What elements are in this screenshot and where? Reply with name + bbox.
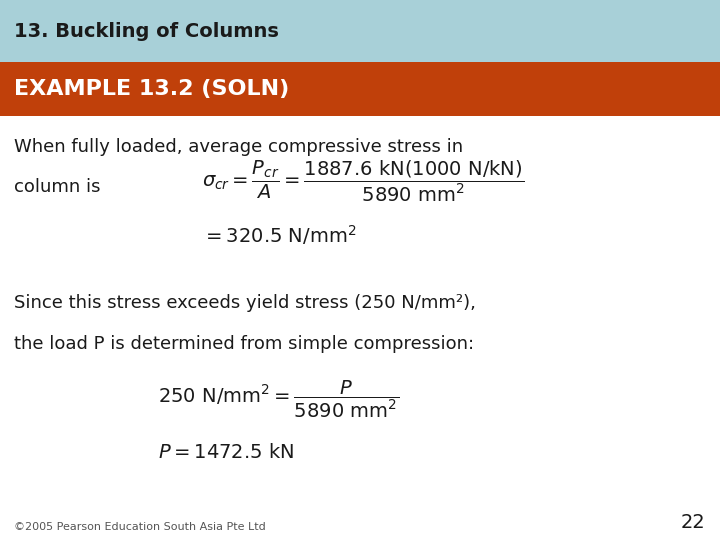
Text: 13. Buckling of Columns: 13. Buckling of Columns xyxy=(14,22,279,40)
Text: Since this stress exceeds yield stress (250 N/mm²),: Since this stress exceeds yield stress (… xyxy=(14,294,476,312)
Text: column is: column is xyxy=(14,178,101,196)
Text: 22: 22 xyxy=(681,513,706,532)
Text: $= 320.5 \text{ N/mm}^2$: $= 320.5 \text{ N/mm}^2$ xyxy=(202,223,356,247)
Text: $250 \text{ N/mm}^2 = \dfrac{P}{5890 \text{ mm}^2}$: $250 \text{ N/mm}^2 = \dfrac{P}{5890 \te… xyxy=(158,378,400,420)
FancyBboxPatch shape xyxy=(0,0,720,62)
Text: $P = 1472.5 \text{ kN}$: $P = 1472.5 \text{ kN}$ xyxy=(158,443,294,462)
Text: EXAMPLE 13.2 (SOLN): EXAMPLE 13.2 (SOLN) xyxy=(14,79,289,99)
FancyBboxPatch shape xyxy=(0,62,720,116)
Text: ©2005 Pearson Education South Asia Pte Ltd: ©2005 Pearson Education South Asia Pte L… xyxy=(14,522,266,532)
Text: When fully loaded, average compressive stress in: When fully loaded, average compressive s… xyxy=(14,138,464,156)
Text: the load P is determined from simple compression:: the load P is determined from simple com… xyxy=(14,335,474,353)
Text: $\sigma_{cr} = \dfrac{P_{cr}}{A} = \dfrac{1887.6 \text{ kN}(1000 \text{ N/kN})}{: $\sigma_{cr} = \dfrac{P_{cr}}{A} = \dfra… xyxy=(202,158,523,204)
